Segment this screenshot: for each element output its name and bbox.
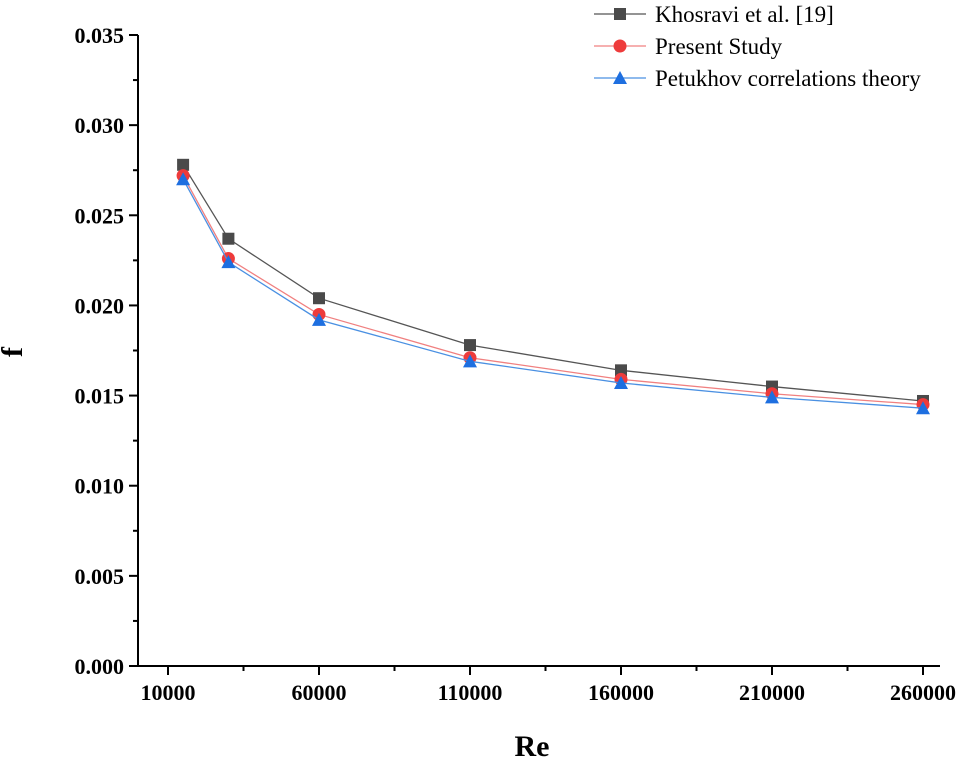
series-1	[177, 158, 929, 407]
x-tick-label: 60000	[292, 680, 347, 705]
legend-item: Petukhov correlations theory	[594, 66, 921, 91]
y-tick-label: 0.030	[75, 113, 125, 138]
y-tick-label: 0.000	[75, 654, 125, 679]
x-tick-label: 10000	[141, 680, 196, 705]
x-tick-label: 260000	[890, 680, 956, 705]
data-point	[177, 158, 190, 171]
data-point	[222, 232, 235, 245]
data-point	[176, 172, 191, 186]
legend-item: Present Study	[594, 34, 783, 59]
x-tick-label: 160000	[588, 680, 654, 705]
ticks: 0.000 0.005 0.010 0.015 0.020 0.025 0.030 0.035…	[75, 23, 957, 705]
series-3	[176, 172, 930, 415]
data-point	[765, 390, 779, 404]
axes	[137, 35, 940, 667]
legend: Khosravi et al. [19] Present Study Petukho…	[594, 2, 921, 91]
legend-label: Petukhov correlations theory	[655, 66, 921, 91]
data-point	[614, 375, 628, 389]
data-point	[615, 364, 627, 377]
series-group	[176, 158, 930, 415]
data-point	[313, 292, 325, 305]
x-tick-label: 210000	[739, 680, 805, 705]
series-line	[182, 175, 924, 406]
y-tick-label: 0.015	[75, 384, 125, 409]
x-axis-title: Re	[515, 730, 550, 763]
y-tick-label: 0.035	[75, 23, 125, 48]
y-axis-title: f	[0, 346, 29, 357]
legend-label: Khosravi et al. [19]	[655, 2, 834, 27]
series-line	[182, 178, 924, 409]
series-2	[176, 169, 930, 412]
data-point	[463, 354, 477, 368]
y-tick-label: 0.005	[75, 564, 125, 589]
data-point	[312, 312, 326, 326]
y-tick-label: 0.010	[75, 474, 125, 499]
legend-marker	[613, 71, 627, 84]
legend-item: Khosravi et al. [19]	[594, 2, 834, 27]
series-line	[182, 164, 924, 402]
legend-marker	[613, 39, 627, 53]
legend-marker	[614, 8, 626, 20]
y-tick-label: 0.020	[75, 293, 125, 318]
data-point	[916, 401, 930, 415]
y-tick-label: 0.025	[75, 203, 125, 228]
data-point	[464, 339, 476, 352]
data-point	[221, 255, 236, 269]
legend-label: Present Study	[655, 34, 783, 59]
x-tick-label: 110000	[438, 680, 503, 705]
